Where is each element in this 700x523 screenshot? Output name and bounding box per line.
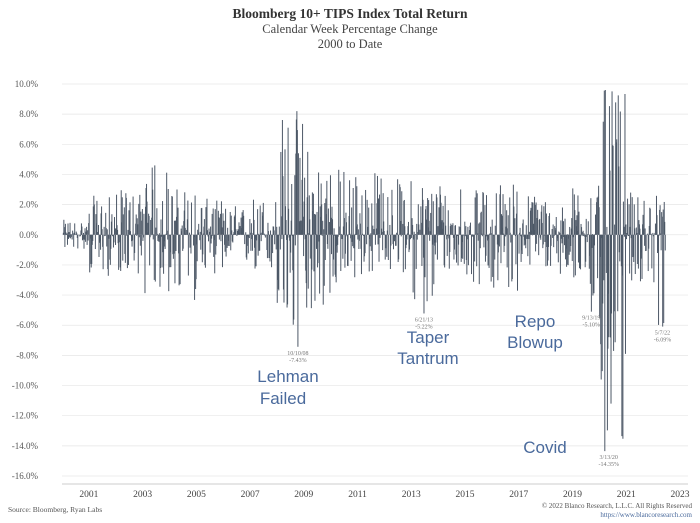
copyright-note: © 2022 Blanco Research, L.L.C. All Right…: [541, 502, 692, 510]
source-note: Source: Bloomberg, Ryan Labs: [8, 505, 103, 514]
y-tick-label: -14.0%: [12, 441, 39, 451]
x-tick-label: 2003: [133, 490, 152, 500]
y-tick-label: -16.0%: [12, 471, 39, 481]
event-label-taper-1: Taper: [407, 328, 450, 347]
y-tick-label: -10.0%: [12, 381, 39, 391]
x-axis: 2001 2003 2005 2007 2009 2011 2013 2015 2017 2019…: [62, 483, 690, 500]
x-tick-label: 2001: [79, 490, 98, 500]
annotation-date: 10/10/08: [287, 351, 308, 357]
y-tick-label: 6.0%: [19, 139, 38, 149]
y-tick-label: -8.0%: [16, 350, 38, 360]
annotation-date: 3/13/20: [600, 455, 618, 461]
x-tick-label: 2017: [509, 490, 528, 500]
x-tick-label: 2023: [670, 490, 689, 500]
chart-subtitle-2: 2000 to Date: [317, 37, 383, 51]
y-tick-label: -4.0%: [16, 290, 38, 300]
annotation-value: -14.35%: [598, 462, 619, 468]
annotation-value: -6.09%: [654, 338, 672, 344]
x-tick-label: 2013: [402, 490, 421, 500]
annotation-date: 6/21/13: [415, 317, 433, 323]
event-label-repo-1: Repo: [515, 312, 556, 331]
event-label-covid: Covid: [523, 438, 566, 457]
annotations: 10/10/08-7.43% 6/21/13-5.22% 9/13/19-5.10%…: [287, 316, 671, 468]
weekly-return-bars: [62, 90, 666, 452]
x-tick-label: 2015: [456, 490, 475, 500]
y-tick-label: 4.0%: [19, 169, 38, 179]
x-tick-label: 2005: [187, 490, 206, 500]
annotation-value: -5.22%: [415, 324, 433, 330]
y-tick-label: -12.0%: [12, 411, 39, 421]
x-tick-label: 2021: [617, 490, 636, 500]
y-axis: 10.0% 8.0% 6.0% 4.0% 2.0% 0.0% -2.0% -4.0% -6.0%…: [12, 79, 39, 481]
event-label-lehman-2: Failed: [260, 389, 306, 408]
y-tick-label: -2.0%: [16, 260, 38, 270]
event-label-lehman-1: Lehman: [257, 367, 318, 386]
event-label-repo-2: Blowup: [507, 333, 563, 352]
y-tick-label: 2.0%: [19, 200, 38, 210]
x-tick-label: 2019: [563, 490, 582, 500]
chart-subtitle: Calendar Week Percentage Change: [262, 22, 438, 36]
y-tick-label: 10.0%: [15, 79, 39, 89]
x-tick-label: 2009: [294, 490, 313, 500]
y-tick-label: 0.0%: [19, 230, 38, 240]
chart-title: Bloomberg 10+ TIPS Index Total Return: [232, 6, 468, 21]
annotation-date: 9/13/19: [582, 316, 600, 322]
y-tick-label: 8.0%: [19, 109, 38, 119]
annotation-date: 5/7/22: [655, 331, 670, 337]
annotation-value: -5.10%: [583, 323, 601, 329]
website-link[interactable]: https://www.blancoresearch.com: [600, 511, 692, 519]
event-label-taper-2: Tantrum: [397, 349, 458, 368]
x-tick-label: 2007: [241, 490, 260, 500]
x-tick-label: 2011: [348, 490, 367, 500]
title-block: Bloomberg 10+ TIPS Index Total Return Ca…: [0, 6, 700, 52]
annotation-value: -7.43%: [289, 358, 307, 364]
copyright-block: © 2022 Blanco Research, L.L.C. All Right…: [542, 502, 692, 520]
y-tick-label: -6.0%: [16, 320, 38, 330]
